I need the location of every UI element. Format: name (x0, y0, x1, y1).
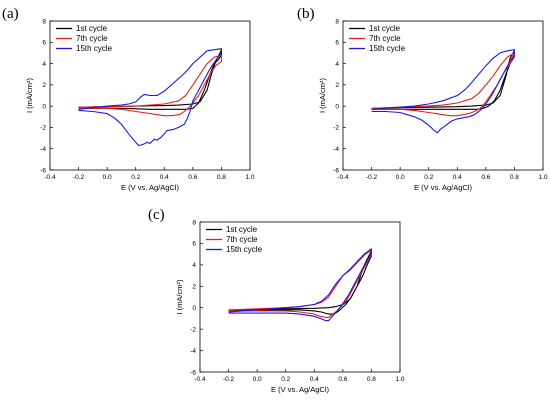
series-line-1 (371, 50, 515, 110)
y-tick-label: -2 (190, 326, 196, 333)
y-axis-label: I (mA/cm²) (318, 78, 327, 113)
x-tick-label: -0.4 (44, 174, 56, 181)
y-tick-label: 6 (192, 241, 196, 248)
x-tick-label: -0.2 (73, 174, 85, 181)
x-axis-label: E (V vs. Ag/AgCl) (121, 183, 179, 192)
x-tick-label: -0.2 (366, 174, 378, 181)
panel-label-b: (b) (297, 6, 315, 22)
y-tick-label: -2 (333, 125, 339, 132)
x-tick-label: 0.8 (217, 174, 226, 181)
legend-label: 15th cycle (369, 44, 406, 53)
series-line-2 (371, 52, 515, 117)
y-tick-label: -6 (190, 369, 196, 376)
y-tick-label: 0 (42, 103, 46, 110)
x-tick-label: 0.6 (481, 174, 490, 181)
x-tick-label: 0.0 (103, 174, 112, 181)
y-tick-label: 8 (42, 18, 46, 25)
series-line-3 (371, 49, 515, 134)
series-line-1 (228, 250, 372, 315)
x-tick-label: 0.6 (188, 174, 197, 181)
y-tick-label: 2 (192, 284, 196, 291)
x-tick-label: 0.0 (396, 174, 405, 181)
y-tick-label: 4 (192, 262, 196, 269)
series-line-2 (228, 249, 372, 318)
y-tick-label: 2 (42, 82, 46, 89)
x-tick-label: 0.2 (281, 376, 290, 383)
x-tick-label: -0.4 (337, 174, 349, 181)
x-tick-label: 0.6 (338, 376, 347, 383)
x-axis-label: E (V vs. Ag/AgCl) (271, 385, 329, 394)
legend-label: 7th cycle (369, 34, 401, 43)
legend-label: 15th cycle (76, 44, 113, 53)
plot-frame (49, 20, 251, 171)
y-tick-label: -4 (333, 146, 339, 153)
y-tick-label: 0 (335, 103, 339, 110)
chart-b: -0.4 -0.2 0.0 0.2 0.4 0.6 0.8 1.0 -6 -4 -2 0 2 4 6 8 E (… (318, 18, 548, 192)
series-line-2 (78, 54, 222, 117)
y-tick-label: -4 (190, 348, 196, 355)
series-line-3 (228, 248, 372, 322)
y-tick-label: 6 (42, 40, 46, 47)
x-tick-label: 0.8 (510, 174, 519, 181)
x-tick-label: 0.8 (367, 376, 376, 383)
y-tick-label: 4 (42, 61, 46, 68)
legend-label: 1st cycle (76, 24, 108, 33)
chart-c: -0.4 -0.2 0.0 0.2 0.4 0.6 0.8 1.0 -6 -4 -2 0 2 4 6 8 E (… (175, 219, 405, 394)
x-axis-label: E (V vs. Ag/AgCl) (414, 183, 472, 192)
y-tick-label: 2 (335, 82, 339, 89)
panel-label-c: (c) (148, 207, 165, 223)
y-tick-label: 0 (192, 305, 196, 312)
legend-label: 1st cycle (369, 24, 401, 33)
x-tick-label: 0.0 (253, 376, 262, 383)
x-tick-label: 0.2 (424, 174, 433, 181)
plot-frame (342, 20, 544, 171)
x-tick-label: 0.4 (160, 174, 169, 181)
panel-label-a: (a) (2, 6, 19, 22)
y-axis-label: I (mA/cm²) (25, 78, 34, 113)
x-tick-label: 0.2 (131, 174, 140, 181)
chart-a: -0.4 -0.2 0.0 0.2 0.4 0.6 0.8 1.0 -6 -4 -2 0 2 4 6 8 E (… (25, 18, 255, 192)
x-tick-label: 1.0 (538, 174, 547, 181)
y-axis-label: I (mA/cm²) (175, 279, 184, 314)
x-tick-label: -0.4 (194, 376, 206, 383)
y-tick-label: -4 (40, 146, 46, 153)
y-tick-label: -6 (40, 167, 46, 174)
y-tick-label: 4 (335, 61, 339, 68)
plot-frame (199, 221, 401, 373)
series-line-3 (78, 48, 222, 147)
legend-label: 7th cycle (226, 235, 258, 244)
x-tick-label: -0.2 (223, 376, 235, 383)
x-tick-label: 1.0 (395, 376, 404, 383)
y-tick-label: 8 (192, 219, 196, 226)
x-tick-label: 1.0 (245, 174, 254, 181)
legend-label: 15th cycle (226, 245, 263, 254)
y-tick-label: 6 (335, 40, 339, 47)
x-tick-label: 0.4 (310, 376, 319, 383)
y-tick-label: 8 (335, 18, 339, 25)
y-tick-label: -2 (40, 125, 46, 132)
x-tick-label: 0.4 (453, 174, 462, 181)
series-line-1 (78, 49, 222, 110)
legend-label: 7th cycle (76, 34, 108, 43)
legend-label: 1st cycle (226, 225, 258, 234)
y-tick-label: -6 (333, 167, 339, 174)
